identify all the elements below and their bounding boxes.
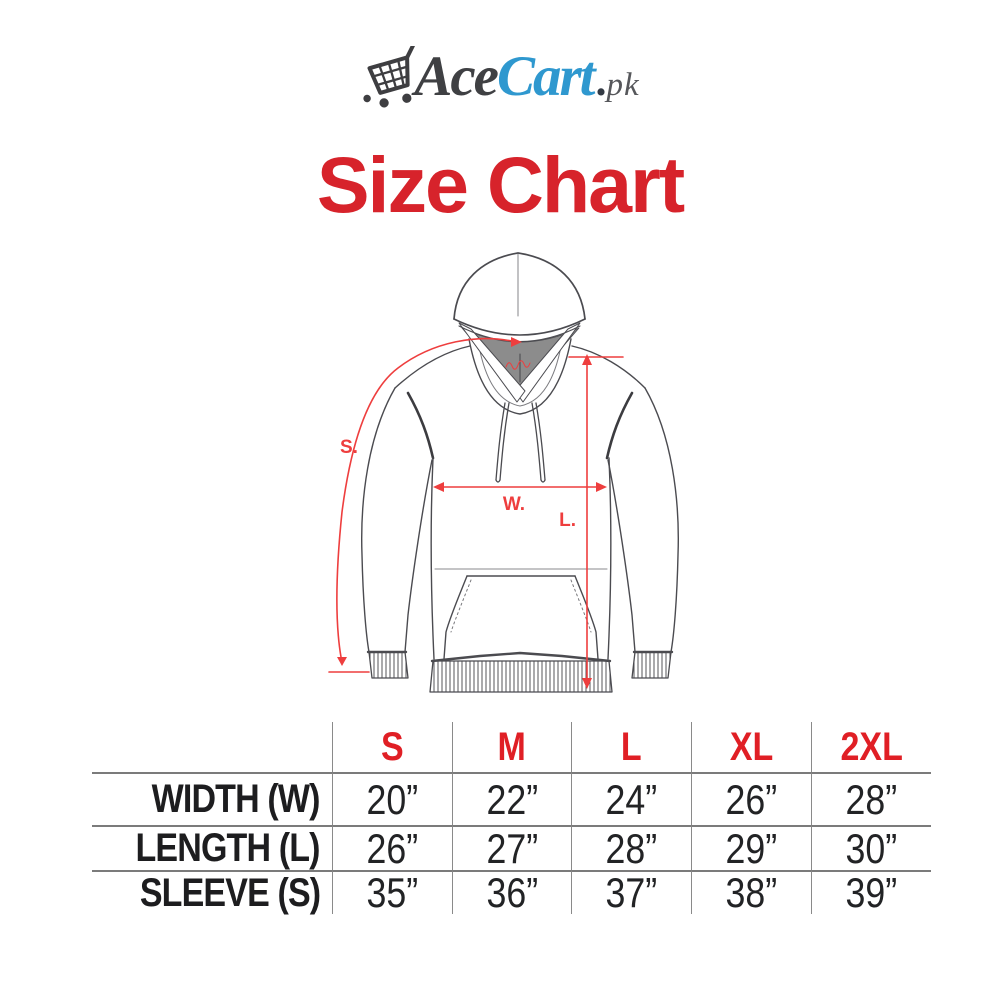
cell-sleeve-2xl: 39” <box>811 869 931 916</box>
cell-width-xl: 26” <box>691 772 811 825</box>
cell-length-xl: 29” <box>691 825 811 872</box>
hood-outline <box>453 252 586 343</box>
hoodie-cuff-right <box>631 650 674 679</box>
cell-width-m: 22” <box>452 772 571 825</box>
length-measure-line <box>568 354 624 689</box>
brand-dot: . <box>595 56 607 105</box>
row-label-width: WIDTH (W) <box>92 772 332 825</box>
cell-length-m: 27” <box>452 825 571 872</box>
sleeve-measure-label: S. <box>340 437 358 458</box>
hoodie-body <box>430 457 612 660</box>
hoodie-measurement-diagram: S. W. L. <box>328 252 679 693</box>
cell-sleeve-l: 37” <box>571 869 691 916</box>
hood-facing <box>458 322 581 403</box>
brand-name-ace: Ace <box>414 45 499 108</box>
cell-length-l: 28” <box>571 825 691 872</box>
hoodie-sleeve-right <box>605 387 679 653</box>
hood-brand-mark-icon <box>505 360 531 370</box>
brand-tld: pk <box>606 67 640 103</box>
header-cell-s: S <box>332 722 452 772</box>
row-label-length: LENGTH (L) <box>92 825 332 870</box>
hoodie-cuff-left <box>366 650 409 679</box>
width-measure-line <box>433 482 607 492</box>
cell-sleeve-m: 36” <box>452 869 571 916</box>
header-cell-m: M <box>452 722 571 772</box>
cell-sleeve-s: 35” <box>332 869 452 916</box>
brand-logo: Ace Cart. pk <box>0 44 1000 120</box>
header-cell-xl: XL <box>691 722 811 772</box>
cell-length-s: 26” <box>332 825 452 872</box>
hoodie-drawstring-left <box>495 402 510 483</box>
hoodie-drawstring-right <box>531 402 546 483</box>
brand-name-cart: Cart <box>496 45 596 108</box>
cell-length-2xl: 30” <box>811 825 931 872</box>
cell-sleeve-xl: 38” <box>691 869 811 916</box>
header-cell-l: L <box>571 722 691 772</box>
page-title: Size Chart <box>316 140 685 229</box>
hoodie-collar <box>468 338 572 415</box>
cell-width-l: 24” <box>571 772 691 825</box>
width-measure-label: W. <box>503 494 525 515</box>
cell-width-2xl: 28” <box>811 772 931 825</box>
hoodie-sleeve-left <box>361 387 435 653</box>
row-label-sleeve: SLEEVE (S) <box>92 870 332 915</box>
shopping-cart-icon <box>363 46 416 108</box>
sleeve-measure-line <box>328 337 522 673</box>
hoodie-shoulders <box>394 345 646 389</box>
header-cell-2xl: 2XL <box>811 722 931 772</box>
size-table: S M L XL 2XL WIDTH (W) 20” 22” 24” 26” 2… <box>92 722 931 916</box>
hoodie-pocket <box>443 575 599 660</box>
table-corner-cell <box>92 722 332 772</box>
length-measure-label: L. <box>559 510 576 531</box>
cell-width-s: 20” <box>332 772 452 825</box>
measurement-annotations: S. W. L. <box>328 337 624 689</box>
hoodie-hem-band <box>429 651 613 693</box>
